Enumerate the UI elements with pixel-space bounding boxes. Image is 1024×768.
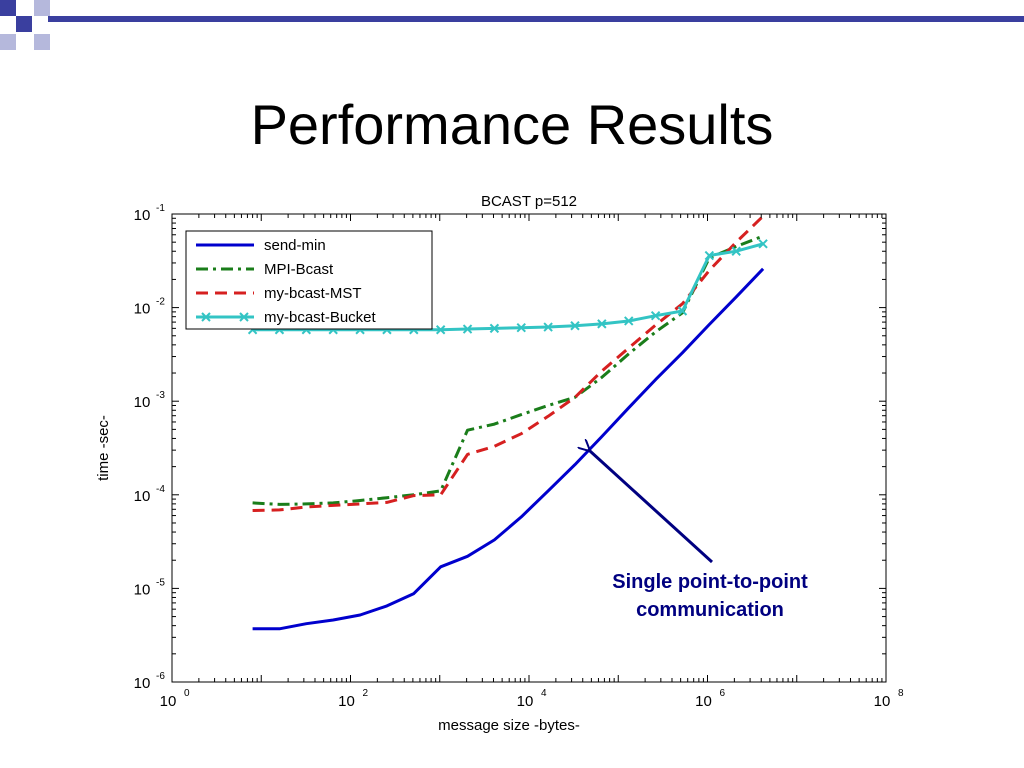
deco-square-light xyxy=(0,34,16,50)
y-tick-label: 10 xyxy=(134,301,151,318)
data-point-my-bcast-bucket xyxy=(704,250,715,261)
y-tick-label-exponent: -4 xyxy=(156,484,165,495)
legend-label-my-bcast-mst: my-bcast-MST xyxy=(264,285,362,302)
x-tick-label: 10 xyxy=(695,693,712,710)
x-tick-label: 10 xyxy=(160,693,177,710)
data-point-my-bcast-bucket xyxy=(462,324,473,334)
y-axis-label: time -sec- xyxy=(95,415,112,481)
annotation-line-2: communication xyxy=(636,599,784,621)
annotation-line-1: Single point-to-point xyxy=(612,571,808,593)
data-point-my-bcast-bucket xyxy=(731,246,741,256)
chart-title: BCAST p=512 xyxy=(481,193,577,210)
deco-square-dark xyxy=(16,16,32,32)
legend-label-send-min: send-min xyxy=(264,237,326,254)
data-point-my-bcast-bucket xyxy=(758,239,768,249)
annotation-arrow xyxy=(589,450,714,564)
x-tick-label: 10 xyxy=(338,693,355,710)
data-point-my-bcast-bucket xyxy=(570,321,580,331)
series-line-my-bcast-mst xyxy=(252,215,765,512)
data-point-my-bcast-bucket xyxy=(516,322,526,333)
x-tick-label-exponent: 0 xyxy=(184,688,190,699)
x-tick-label: 10 xyxy=(874,693,891,710)
y-tick-label: 10 xyxy=(134,581,151,598)
x-tick-label: 10 xyxy=(517,693,534,710)
y-tick-label: 10 xyxy=(134,207,151,224)
deco-square-dark xyxy=(0,0,16,16)
y-tick-label: 10 xyxy=(134,488,151,505)
y-tick-label-exponent: -2 xyxy=(156,297,165,308)
y-tick-label-exponent: -5 xyxy=(156,577,165,588)
y-tick-label-exponent: -1 xyxy=(156,203,165,214)
legend-marker xyxy=(239,312,249,322)
data-point-my-bcast-bucket xyxy=(489,323,500,334)
legend-box xyxy=(185,230,433,330)
y-tick-label-exponent: -6 xyxy=(156,671,165,682)
legend-marker xyxy=(201,312,211,322)
y-tick-label: 10 xyxy=(134,675,151,692)
x-axis-label: message size -bytes- xyxy=(438,717,580,734)
y-tick-label-exponent: -3 xyxy=(156,390,165,401)
legend: send-min MPI-Bcast my-bcast-MST my-bcast-Bu… xyxy=(185,230,433,330)
x-tick-label-exponent: 6 xyxy=(720,688,726,699)
y-tick-label: 10 xyxy=(134,394,151,411)
legend-label-mpi-bcast: MPI-Bcast xyxy=(264,261,334,278)
data-point-my-bcast-bucket xyxy=(624,316,634,326)
slide-title: Performance Results xyxy=(250,93,774,156)
deco-square-light xyxy=(34,0,50,16)
data-point-my-bcast-bucket xyxy=(650,310,661,321)
corner-decoration xyxy=(0,0,1024,50)
x-tick-label-exponent: 8 xyxy=(898,688,904,699)
series-line-mpi-bcast xyxy=(252,234,764,506)
data-point-my-bcast-bucket xyxy=(435,325,446,335)
legend-label-my-bcast-bucket: my-bcast-Bucket xyxy=(264,309,377,326)
title-rule xyxy=(48,16,1024,22)
series-line-my-bcast-bucket xyxy=(252,242,764,332)
data-point-my-bcast-bucket xyxy=(543,322,553,332)
annotation-callout: Single point-to-point communication xyxy=(560,568,860,624)
series-line-send-min xyxy=(252,267,765,631)
data-point-my-bcast-bucket xyxy=(677,306,688,316)
x-tick-label-exponent: 2 xyxy=(363,688,369,699)
deco-square-light xyxy=(34,34,50,50)
data-point-my-bcast-bucket xyxy=(597,319,607,329)
x-tick-label-exponent: 4 xyxy=(541,688,547,699)
